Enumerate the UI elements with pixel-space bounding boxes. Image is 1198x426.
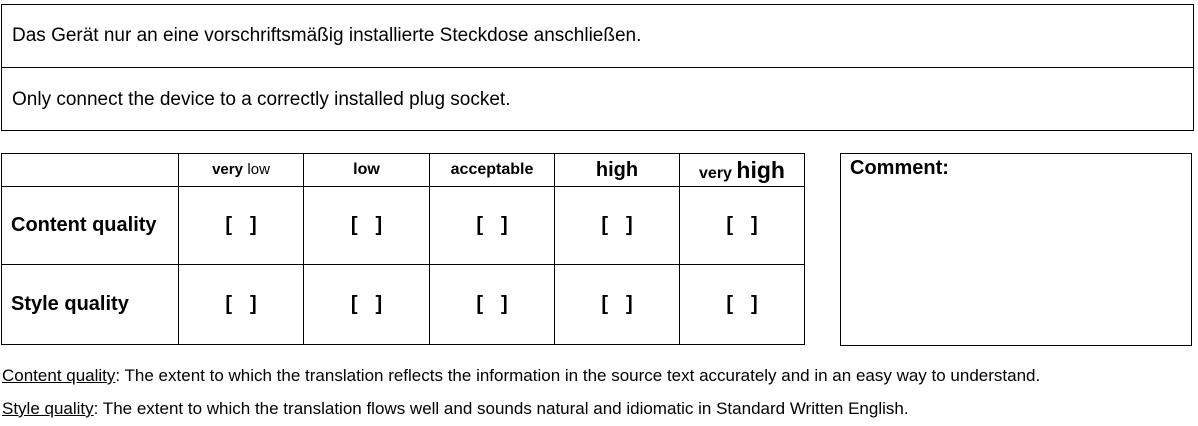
source-sentence: Das Gerät nur an eine vorschriftsmäßig i… xyxy=(2,5,1193,68)
translation-sentence: Only connect the device to a correctly i… xyxy=(2,68,1193,131)
translation-sentence-text: Only connect the device to a correctly i… xyxy=(12,88,511,110)
header-high: high xyxy=(554,153,680,187)
rating-row-style-quality: Style quality [] [] [] [] [] xyxy=(1,264,805,345)
header-very-low-prefix: very xyxy=(212,161,243,178)
header-empty-cell xyxy=(1,153,179,187)
header-high-main: high xyxy=(595,158,639,181)
definition-style-quality: Style quality: The extent to which the t… xyxy=(2,399,909,419)
content-quality-very-high-checkbox[interactable]: [] xyxy=(679,186,805,265)
content-quality-high-checkbox[interactable]: [] xyxy=(554,186,680,265)
style-quality-very-low-checkbox[interactable]: [] xyxy=(178,264,304,345)
rating-header-row: very low low acceptable high very high xyxy=(1,153,805,187)
content-quality-very-low-checkbox[interactable]: [] xyxy=(178,186,304,265)
rating-table: very low low acceptable high very high C… xyxy=(1,153,805,345)
style-quality-high-checkbox[interactable]: [] xyxy=(554,264,680,345)
header-very-high-prefix: very xyxy=(699,165,732,182)
header-low: low xyxy=(303,153,430,187)
checkbox-brackets: [] xyxy=(601,293,633,315)
style-quality-very-high-checkbox[interactable]: [] xyxy=(679,264,805,345)
comment-box[interactable]: Comment: xyxy=(840,153,1192,346)
checkbox-brackets: [] xyxy=(476,293,508,315)
header-acceptable-main: acceptable xyxy=(450,161,534,178)
checkbox-brackets: [] xyxy=(726,293,758,315)
checkbox-brackets: [] xyxy=(476,214,508,236)
checkbox-brackets: [] xyxy=(225,293,257,315)
sentence-box: Das Gerät nur an eine vorschriftsmäßig i… xyxy=(1,4,1194,131)
row-label-content-quality: Content quality xyxy=(1,186,179,265)
definition-content-quality: Content quality: The extent to which the… xyxy=(2,366,1040,386)
content-quality-low-checkbox[interactable]: [] xyxy=(303,186,430,265)
rating-row-content-quality: Content quality [] [] [] [] [] xyxy=(1,186,805,265)
header-very-low-main: low xyxy=(247,161,270,178)
checkbox-brackets: [] xyxy=(601,214,633,236)
source-sentence-text: Das Gerät nur an eine vorschriftsmäßig i… xyxy=(12,25,642,46)
header-very-high-main: high xyxy=(736,157,785,183)
style-quality-acceptable-checkbox[interactable]: [] xyxy=(429,264,555,345)
header-very-low: very low xyxy=(178,153,304,187)
definition-term-content-quality: Content quality xyxy=(2,366,116,385)
comment-label: Comment: xyxy=(850,157,949,179)
checkbox-brackets: [] xyxy=(225,214,257,236)
row-label-style-quality: Style quality xyxy=(1,264,179,345)
definition-text-content-quality: : The extent to which the translation re… xyxy=(115,366,1041,385)
checkbox-brackets: [] xyxy=(350,214,383,236)
definition-text-style-quality: : The extent to which the translation fl… xyxy=(93,399,909,418)
checkbox-brackets: [] xyxy=(350,293,383,315)
checkbox-brackets: [] xyxy=(726,214,758,236)
content-quality-acceptable-checkbox[interactable]: [] xyxy=(429,186,555,265)
style-quality-low-checkbox[interactable]: [] xyxy=(303,264,430,345)
definition-term-style-quality: Style quality xyxy=(2,399,94,418)
header-acceptable: acceptable xyxy=(429,153,555,187)
header-very-high: very high xyxy=(679,153,805,187)
header-low-main: low xyxy=(353,161,380,178)
